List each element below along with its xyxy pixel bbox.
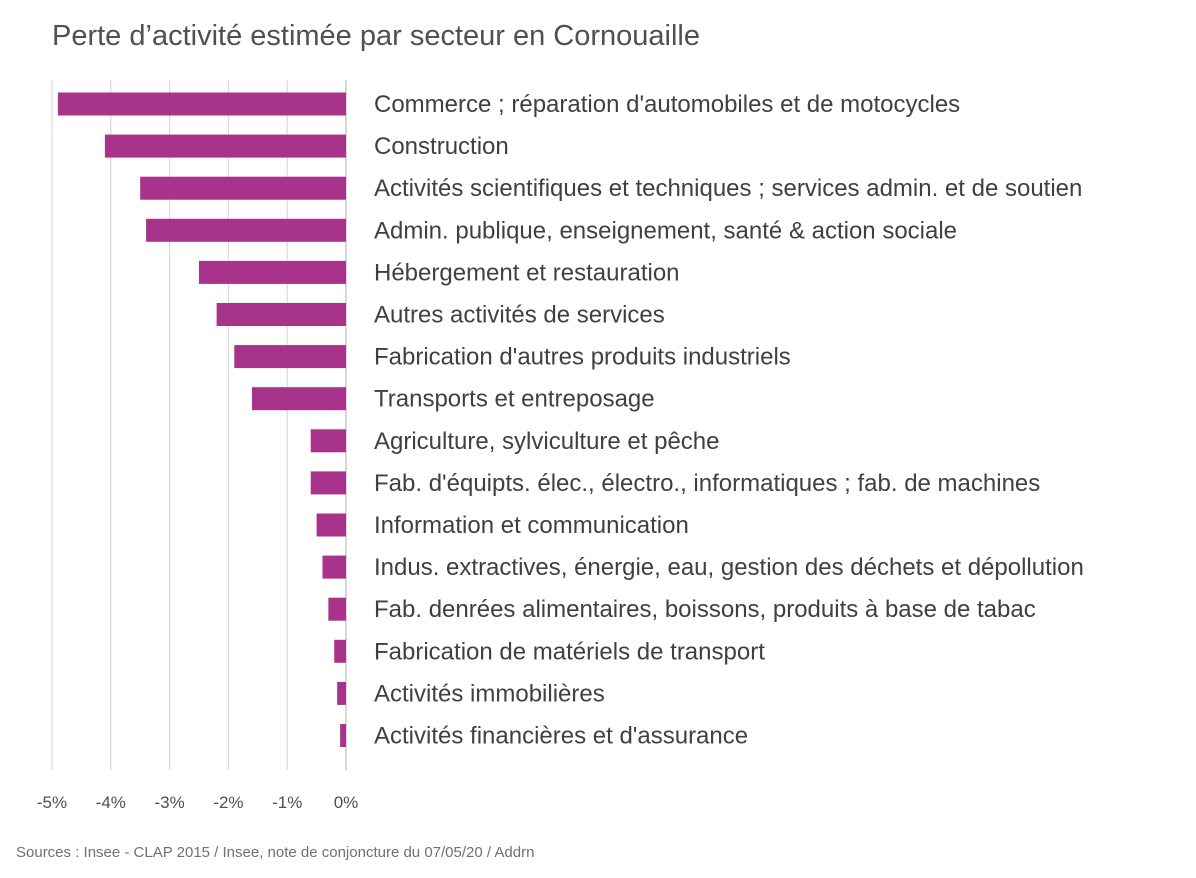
category-label: Transports et entreposage <box>374 386 655 413</box>
category-label: Activités immobilières <box>374 680 605 707</box>
chart-title: Perte d’activité estimée par secteur en … <box>52 20 700 52</box>
bar <box>334 639 346 663</box>
category-label: Indus. extractives, énergie, eau, gestio… <box>374 554 1084 581</box>
bar <box>216 303 346 326</box>
bar <box>340 724 346 747</box>
category-label: Information et communication <box>374 512 689 539</box>
category-label: Autres activités de services <box>374 302 665 329</box>
category-label: Construction <box>374 133 509 160</box>
x-tick-label: -5% <box>37 793 67 812</box>
category-label: Activités financières et d'assurance <box>374 723 748 750</box>
x-axis-ticks: -5% -4% -3% -2% -1% 0% <box>37 793 358 812</box>
x-tick-label: -1% <box>272 793 302 812</box>
bar <box>322 555 346 579</box>
category-labels: Commerce ; réparation d'automobiles et d… <box>374 91 1084 750</box>
x-tick-label: 0% <box>334 793 359 812</box>
bar <box>140 176 346 200</box>
bar <box>199 260 346 284</box>
bar <box>310 471 346 495</box>
x-tick-label: -2% <box>213 793 243 812</box>
category-label: Agriculture, sylviculture et pêche <box>374 428 720 455</box>
bar <box>57 92 346 116</box>
category-label: Fab. denrées alimentaires, boissons, pro… <box>374 596 1036 623</box>
bar <box>234 345 346 369</box>
category-label: Activités scientifiques et techniques ; … <box>374 175 1082 202</box>
category-label: Fabrication de matériels de transport <box>374 638 765 665</box>
bar <box>328 597 346 621</box>
bar <box>146 218 346 242</box>
category-label: Commerce ; réparation d'automobiles et d… <box>374 91 960 118</box>
bar <box>310 429 346 453</box>
category-label: Hébergement et restauration <box>374 259 680 286</box>
category-label: Fabrication d'autres produits industriel… <box>374 344 791 371</box>
category-label: Fab. d'équipts. élec., électro., informa… <box>374 470 1040 497</box>
bar <box>251 387 346 411</box>
x-tick-label: -3% <box>154 793 184 812</box>
bars <box>57 92 346 747</box>
bar <box>316 513 346 537</box>
source-note: Sources : Insee - CLAP 2015 / Insee, not… <box>16 844 535 861</box>
bar <box>104 134 346 158</box>
x-tick-label: -4% <box>96 793 126 812</box>
category-label: Admin. publique, enseignement, santé & a… <box>374 217 957 244</box>
bar <box>337 681 346 705</box>
